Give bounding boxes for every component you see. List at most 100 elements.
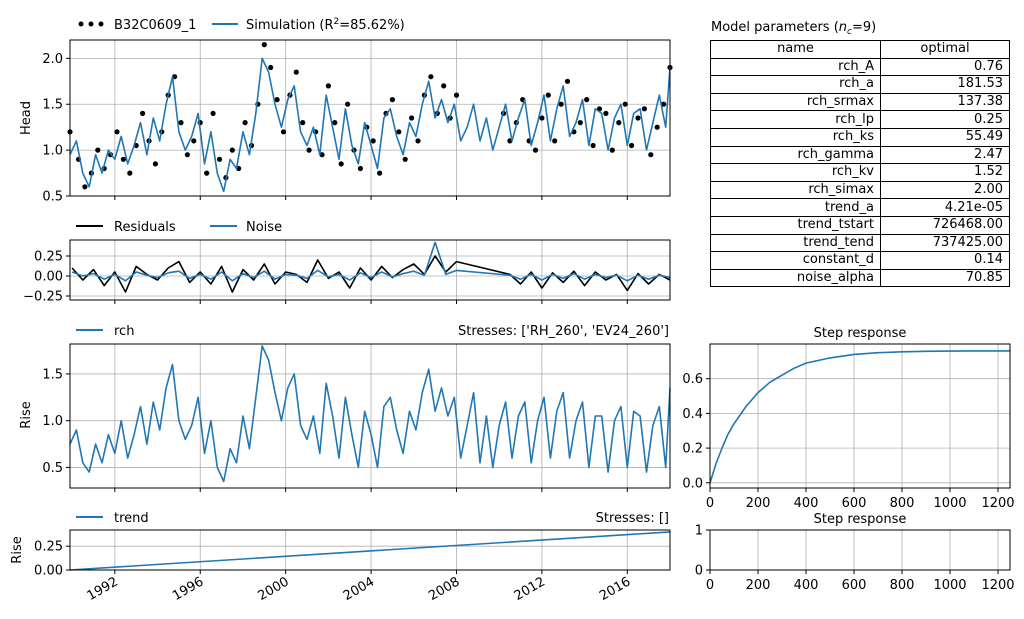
parameter-value: 55.49 [880,127,1010,147]
observation-point [261,42,267,48]
parameter-value: 2.47 [880,145,1010,165]
observation-point [629,142,635,149]
ytick-label: 0.00 [34,564,63,579]
trend-axes-frame [69,529,671,571]
table-row: rch_ks 55.49 [710,127,1010,147]
parameter-name: constant_d [710,251,881,270]
ytick-label: −0.25 [23,290,63,305]
legend-label-rch: rch [114,324,134,339]
observation-point [609,147,615,153]
observation-point [415,138,421,144]
parameter-name: trend_a [710,198,881,217]
observation-point [300,120,306,126]
trend-legend: trend Stresses: [] [76,511,669,526]
legend-label-simulation: Simulation (R2=85.62%) [246,17,405,33]
observation-point [152,161,158,167]
head-axes-frame [69,39,671,197]
legend-label-observations: B32C0609_1 [114,18,196,33]
observation-point [654,124,660,130]
observation-point [577,120,583,126]
xtick-label: 600 [842,578,867,593]
xtick-label: 1200 [981,578,1014,593]
parameter-name: rch_a [710,75,881,94]
parameter-value: 1.52 [880,163,1010,182]
observation-point [648,152,654,158]
observation-point [590,142,596,149]
xtick-label: 1000 [933,496,966,511]
observation-point [370,138,376,144]
observation-point [325,83,331,89]
observation-point [140,110,146,116]
observation-point [293,69,299,75]
xtick-label: 800 [890,578,915,593]
legend-label-residuals: Residuals [114,220,176,235]
parameter-name: trend_tstart [710,215,881,235]
xtick-label: 1992 [85,574,121,604]
observation-point [389,97,395,103]
parameter-value: 0.25 [880,110,1010,129]
table-row: noise_alpha 70.85 [710,268,1010,288]
observation-point [622,101,628,107]
xtick-label: 400 [794,578,819,593]
observation-point [114,129,120,135]
parameter-name: rch_simax [710,180,881,200]
observation-point [552,138,558,144]
trend-series-line-0 [69,531,671,571]
residuals-axes-frame [69,239,671,301]
observation-point [545,92,551,98]
table-row: constant_d 0.14 [710,251,1010,270]
stresses-label-rch: Stresses: ['RH_260', 'EV24_260'] [458,324,669,339]
ytick-label: 1.5 [42,367,63,382]
ylabel-head: Head [19,101,34,135]
parameters-table: name optimal rch_A 0.76 rch_a 181.53 rch_srm… [710,40,1010,288]
observation-point [332,120,338,126]
table-row: rch_lp 0.25 [710,110,1010,129]
xtick-label: 2016 [597,574,633,604]
observation-point [603,110,609,116]
observation-point [428,74,434,80]
legend-label-noise: Noise [246,220,282,235]
xtick-label: 0 [706,496,714,511]
stresses-label-trend: Stresses: [] [596,511,669,526]
observation-point [127,170,133,176]
legend-label-trend: trend [114,511,149,526]
observation-point [532,147,539,153]
observation-point [453,92,460,98]
step-response-title-trend: Step response [814,512,907,527]
ytick-label: 0.25 [34,250,63,265]
xtick-label: 2000 [255,574,291,604]
observation-point [584,97,590,103]
parameter-value: 137.38 [880,92,1010,112]
observation-point [274,97,280,103]
observation-point [191,138,197,144]
observation-point [306,147,312,153]
observation-point [204,170,210,176]
rch-series-line-0 [69,345,671,483]
ytick-label: 1.0 [42,144,63,159]
ytick-label: 0.25 [34,540,63,555]
xtick-label: 2004 [341,574,377,604]
rch-legend: rch Stresses: ['RH_260', 'EV24_260'] [76,324,669,339]
parameter-name: rch_lp [710,110,881,129]
observation-point [635,115,641,121]
ytick-label: 0.00 [34,270,63,285]
ytick-label: 0.5 [42,190,63,205]
observation-point [616,120,622,126]
parameter-name: rch_kv [710,163,881,182]
rch_step-series-line-0 [709,350,1010,484]
residuals-legend: Residuals Noise [76,220,282,235]
table-header-row: name optimal [710,40,1010,59]
column-header-name: name [710,40,881,59]
xtick-label: 1000 [933,578,966,593]
rch_step-axes-frame [709,343,1011,489]
parameter-name: rch_A [710,57,881,77]
observation-point [357,165,363,172]
residuals-series-line-1 [71,241,671,282]
table-row: trend_a 4.21e-05 [710,198,1010,217]
parameter-value: 0.76 [880,57,1010,77]
observation-point [377,170,383,176]
observation-point [268,64,274,71]
observation-point [120,156,126,162]
observation-point [539,115,545,121]
parameter-value: 726468.00 [880,215,1010,235]
